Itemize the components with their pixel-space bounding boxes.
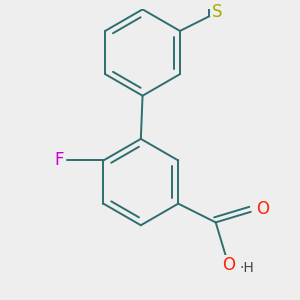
Text: ·H: ·H <box>239 261 254 275</box>
Text: S: S <box>212 3 222 21</box>
Text: O: O <box>222 256 235 274</box>
Text: F: F <box>54 152 64 169</box>
Text: O: O <box>256 200 269 218</box>
